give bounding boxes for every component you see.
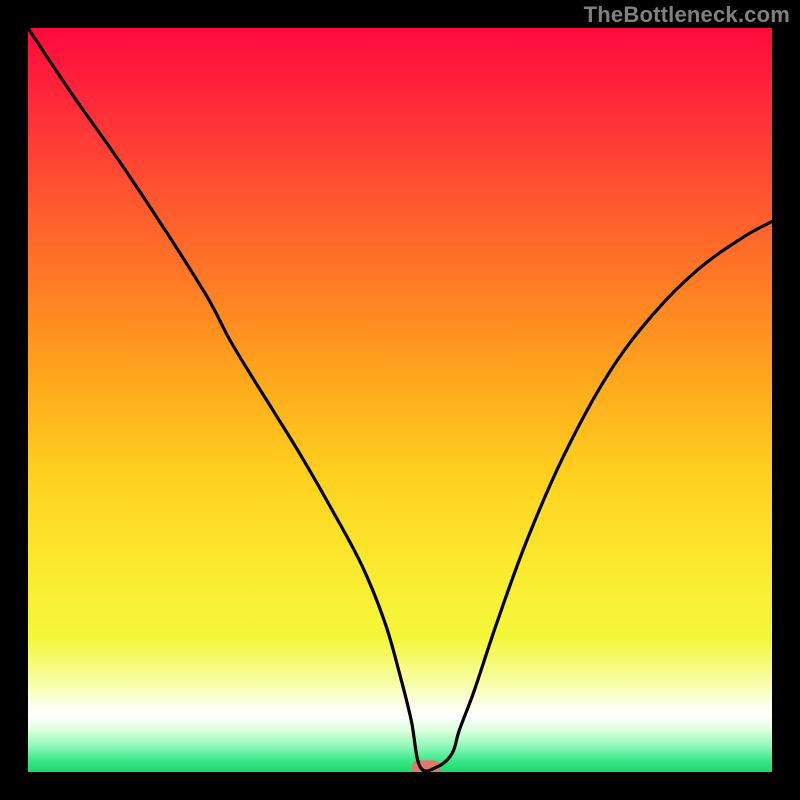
bottleneck-chart	[0, 0, 800, 800]
chart-stage: TheBottleneck.com	[0, 0, 800, 800]
watermark-label: TheBottleneck.com	[584, 2, 790, 28]
plot-background	[28, 28, 772, 772]
